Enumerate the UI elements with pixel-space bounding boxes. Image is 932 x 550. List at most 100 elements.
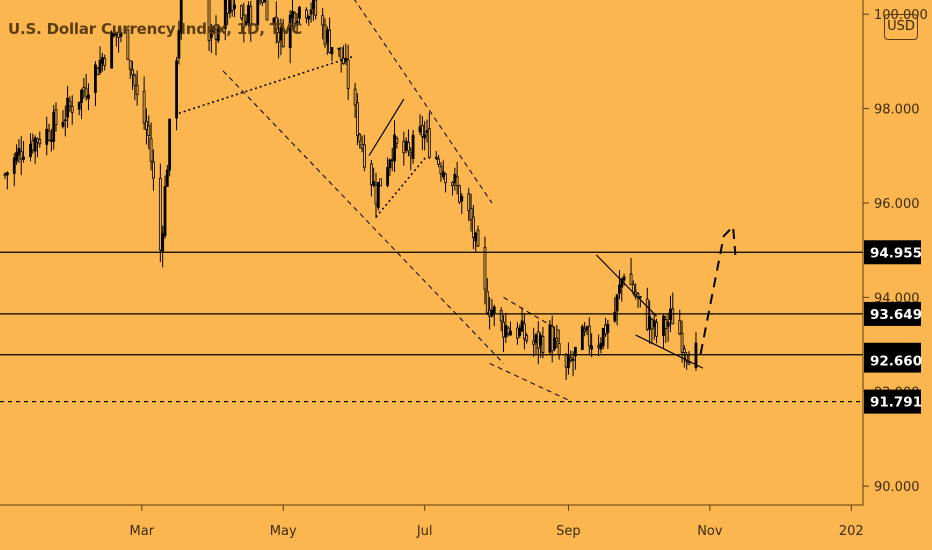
- candle-body: [293, 12, 297, 24]
- candle-body: [61, 121, 65, 127]
- candle-body: [453, 174, 457, 183]
- candle-body: [307, 15, 311, 20]
- candle-body: [342, 57, 345, 64]
- candle-body: [84, 88, 88, 97]
- candle-body: [244, 21, 248, 25]
- candle-body: [490, 309, 494, 317]
- candle-body: [177, 30, 181, 59]
- candle-body: [599, 342, 603, 350]
- candle-body: [437, 158, 440, 165]
- candle-body: [555, 337, 559, 342]
- candle-body: [662, 315, 665, 336]
- x-tick-label: May: [270, 524, 297, 539]
- candle-body: [525, 335, 529, 341]
- candle-body: [541, 336, 545, 353]
- candle-body: [96, 67, 100, 76]
- price-badge: [864, 389, 921, 414]
- candle-body: [260, 0, 264, 3]
- candle-body: [163, 186, 167, 237]
- candle-body: [509, 330, 512, 336]
- candle-body: [47, 130, 51, 141]
- candle-body: [103, 58, 107, 67]
- candle-body: [36, 138, 39, 143]
- candle-body: [418, 126, 422, 133]
- candle-body: [474, 233, 478, 242]
- x-tick-label: 202: [839, 524, 864, 539]
- candle-body: [664, 319, 668, 330]
- candle-body: [295, 20, 299, 26]
- candle-body: [458, 185, 461, 203]
- candle-body: [671, 308, 675, 325]
- trendline: [375, 155, 428, 218]
- candle-body: [522, 323, 526, 340]
- candle-body: [33, 137, 37, 152]
- candle-body: [682, 348, 686, 353]
- candle-body: [567, 355, 570, 369]
- candle-body: [386, 167, 389, 186]
- candle-body: [532, 340, 536, 345]
- candle-body: [145, 121, 148, 130]
- candle-body: [256, 0, 260, 26]
- candle-body: [629, 273, 633, 286]
- candle-body: [439, 166, 443, 175]
- candle-body: [372, 181, 376, 186]
- candle-body: [94, 64, 97, 93]
- candle-body: [622, 276, 626, 281]
- candle-body: [175, 60, 178, 119]
- candle-body: [485, 290, 489, 314]
- candle-body: [305, 9, 308, 19]
- candle-body: [650, 318, 654, 330]
- candle-body: [423, 134, 427, 139]
- candle-body: [165, 169, 169, 187]
- candle-body: [82, 87, 86, 92]
- candle-body: [45, 128, 49, 145]
- candle-body: [648, 315, 651, 330]
- x-tick-label: Jul: [416, 524, 433, 539]
- candle-body: [615, 294, 619, 312]
- candle-body: [379, 178, 383, 187]
- time-axis[interactable]: Mar May Jul Sep Nov 202: [130, 505, 864, 539]
- trendline: [354, 0, 493, 204]
- candle-body: [638, 296, 642, 299]
- x-tick-label: Nov: [697, 524, 723, 539]
- candle-body: [161, 232, 165, 252]
- candle-body: [534, 334, 538, 344]
- trendline: [489, 362, 571, 402]
- candle-body: [460, 195, 464, 202]
- candle-body: [374, 184, 378, 205]
- candle-body: [70, 106, 74, 113]
- candle-body: [369, 163, 373, 186]
- candle-body: [226, 0, 229, 14]
- price-badge-label: 93.649: [870, 307, 922, 323]
- candle-body: [506, 327, 510, 334]
- candle-body: [539, 335, 543, 346]
- candle-body: [476, 229, 480, 247]
- trendline: [635, 334, 704, 369]
- candle-body: [502, 321, 505, 338]
- candle-body: [133, 75, 137, 86]
- candle-body: [323, 24, 327, 45]
- candle-body: [77, 101, 81, 110]
- candle-body: [427, 128, 431, 158]
- candle-body: [548, 324, 552, 353]
- candle-body: [404, 140, 408, 151]
- candle-body: [483, 247, 487, 290]
- trendlines: [178, 0, 704, 402]
- candle-body: [393, 134, 396, 162]
- x-tick-label: Mar: [130, 524, 155, 539]
- candle-body: [409, 152, 413, 156]
- candle-body: [321, 15, 325, 26]
- candle-body: [550, 325, 554, 352]
- candle-body: [492, 306, 496, 314]
- candle-body: [358, 134, 362, 142]
- candle-body: [516, 327, 519, 339]
- candle-body: [583, 329, 587, 332]
- x-tick-label: Sep: [556, 524, 581, 539]
- candle-body: [571, 358, 575, 361]
- candle-body: [31, 140, 35, 151]
- candle-body: [87, 94, 90, 100]
- candle-body: [499, 310, 503, 322]
- currency-button[interactable]: USD: [884, 14, 918, 40]
- candle-body: [281, 28, 285, 48]
